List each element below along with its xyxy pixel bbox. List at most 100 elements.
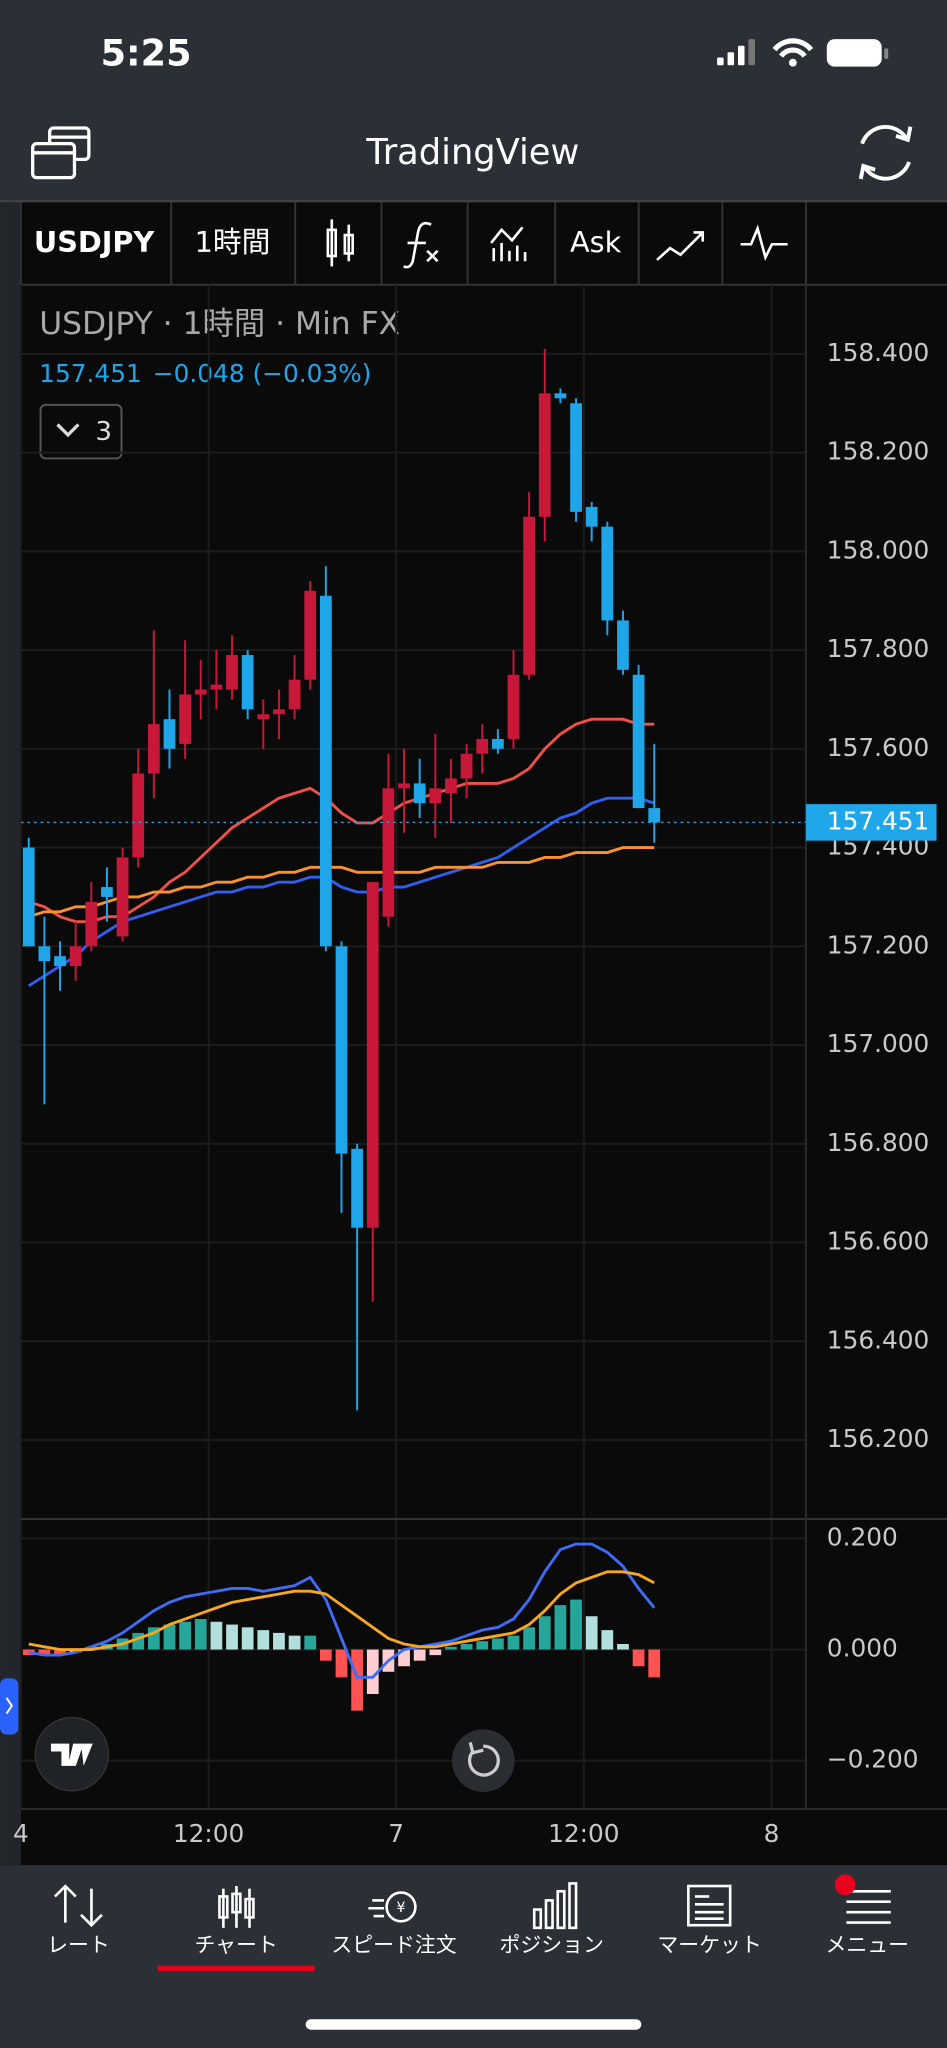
candle-body (601, 526, 614, 621)
candle-body (179, 694, 191, 744)
nav-button[interactable]: チャート (195, 1933, 278, 1957)
histogram-bar (523, 1627, 536, 1650)
candle-body (585, 506, 598, 527)
candle-body (413, 783, 426, 804)
wifi-dot (788, 58, 797, 67)
indicator-line (27, 796, 655, 988)
indicator-count: 3 (95, 417, 112, 447)
nav-button[interactable]: ポジション (500, 1933, 604, 1957)
y-tick-label: 156.400 (827, 1325, 930, 1354)
histogram-bar (460, 1644, 473, 1650)
price-side-button[interactable]: Ask (570, 225, 622, 259)
nav-button[interactable]: マーケット (657, 1933, 761, 1957)
candle-body (632, 674, 645, 809)
histogram-bar (554, 1605, 567, 1650)
reset-arrow (468, 1741, 484, 1755)
chart-type-button[interactable] (326, 219, 354, 267)
histogram-bar (601, 1630, 614, 1650)
toolbar-separators (19, 202, 947, 286)
interval-button[interactable]: 1時間 (195, 225, 271, 259)
candle-body (319, 595, 332, 947)
candle-body (132, 773, 145, 858)
nav-button[interactable]: レート (47, 1933, 110, 1957)
histogram-bar (288, 1635, 301, 1650)
layout-button[interactable] (31, 126, 91, 180)
candle-body (445, 778, 457, 794)
y-tick-label: 157.800 (827, 634, 930, 663)
y-tick-label: 158.200 (827, 437, 930, 466)
y-tick-label: 157.200 (827, 930, 930, 959)
histogram-bar (445, 1646, 457, 1650)
x-tick-label: 12:00 (548, 1819, 619, 1848)
histogram-bar (210, 1621, 223, 1650)
alert-button[interactable] (740, 224, 788, 261)
histogram-bar (617, 1644, 629, 1650)
compare-button[interactable] (490, 226, 527, 262)
candle-body (163, 719, 176, 749)
y-tick-label: −0.200 (827, 1745, 919, 1774)
histogram-bar (491, 1638, 504, 1650)
candle-body (507, 674, 520, 739)
candle-body (538, 393, 551, 517)
x-tick-label: 7 (388, 1819, 404, 1848)
left-gutter (0, 202, 21, 1866)
chart-background (0, 202, 947, 1866)
candle-body (257, 714, 270, 720)
y-tick-label: 158.000 (827, 535, 930, 564)
yen-mark: ¥ (396, 1900, 405, 1916)
candle-body (398, 783, 410, 789)
candle-body (210, 684, 223, 690)
symbol-button[interactable]: USDJPY (34, 225, 156, 259)
candle-body (366, 882, 379, 1228)
indicator-toggle[interactable] (39, 403, 123, 460)
candle-body (101, 887, 113, 897)
candle-body (241, 655, 254, 710)
candle-body (554, 393, 567, 399)
histogram-bar (38, 1649, 51, 1656)
nav-button[interactable]: スピード注文 (331, 1933, 456, 1957)
histogram-bar (54, 1649, 66, 1656)
histogram-bar (194, 1619, 207, 1650)
y-tick-label: 0.200 (827, 1522, 898, 1551)
histogram-bar (273, 1632, 285, 1650)
home-indicator (305, 2019, 642, 2030)
candle-body (382, 788, 395, 917)
histogram-bar (538, 1616, 551, 1650)
side-tab[interactable] (0, 1678, 19, 1735)
histogram-bar (632, 1649, 645, 1667)
y-tick-label: 157.600 (827, 733, 930, 762)
indicator-line (28, 717, 655, 924)
candle-body (570, 403, 582, 512)
indicator-button[interactable] (403, 221, 439, 269)
signal-icon (717, 39, 755, 66)
histogram-bar (241, 1627, 254, 1650)
candle-body (335, 946, 348, 1154)
histogram-bar (304, 1635, 317, 1650)
x-tick-label: 4 (13, 1819, 29, 1848)
reset-button[interactable] (451, 1729, 515, 1792)
app-title: TradingView (365, 132, 579, 173)
histogram-bar (179, 1621, 191, 1650)
nav-button[interactable]: メニュー (826, 1933, 910, 1957)
histogram-bar (163, 1624, 176, 1650)
x-tick-label: 8 (764, 1819, 780, 1848)
histogram-bar (476, 1641, 489, 1650)
bottom-nav (0, 1865, 947, 2048)
clock: 5:25 (101, 31, 192, 74)
candle-body (22, 847, 35, 947)
indicator-line (28, 1542, 656, 1679)
histogram-bar (226, 1624, 238, 1650)
battery-tip (884, 48, 889, 59)
drawing-button[interactable] (656, 231, 705, 261)
histogram-bar (147, 1627, 160, 1650)
histogram-bar (648, 1649, 661, 1678)
histogram-bar (319, 1649, 332, 1661)
candle-body (648, 808, 661, 823)
refresh-button[interactable] (858, 125, 913, 181)
histogram-bar (335, 1649, 348, 1678)
histogram-bar (507, 1635, 520, 1650)
reset-icon (467, 1744, 500, 1777)
price-label-box (805, 804, 937, 841)
